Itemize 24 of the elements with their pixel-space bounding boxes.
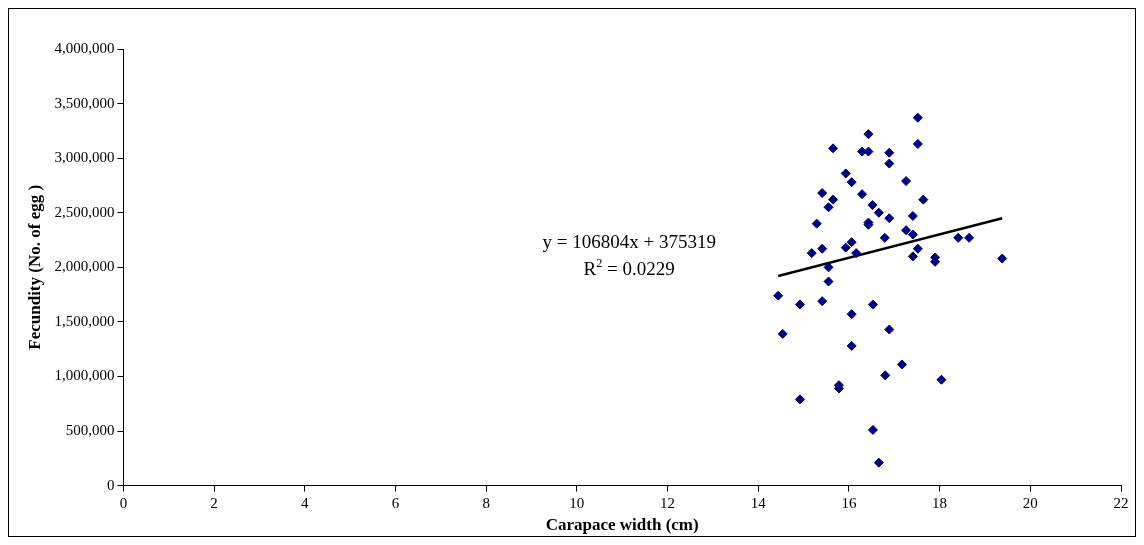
y-tick-label: 1,500,000 (54, 312, 115, 329)
y-tick-label: 3,500,000 (54, 94, 115, 111)
x-tick-label: 0 (119, 494, 128, 511)
x-tick-label: 12 (660, 494, 676, 511)
y-tick-label: 500,000 (65, 421, 115, 438)
y-axis-title: Fecundity (No. of egg ) (24, 184, 44, 350)
x-tick-label: 16 (841, 494, 857, 511)
y-tick-label: 0 (106, 476, 115, 493)
x-tick-label: 14 (750, 494, 767, 511)
x-tick-label: 18 (932, 494, 948, 511)
y-tick-label: 1,000,000 (54, 367, 115, 384)
x-tick-label: 10 (569, 494, 585, 511)
x-tick-label: 20 (1022, 494, 1038, 511)
y-tick-label: 2,000,000 (54, 258, 115, 275)
y-tick-label: 3,000,000 (54, 149, 115, 166)
x-tick-label: 8 (482, 494, 490, 511)
annotation: y = 106804x + 375319 (542, 230, 716, 252)
x-tick-label: 6 (391, 494, 400, 511)
y-tick-label: 4,000,000 (54, 39, 115, 56)
y-tick-label: 2,500,000 (54, 203, 115, 220)
x-tick-label: 22 (1113, 494, 1129, 511)
x-axis-title: Carapace width (cm) (545, 515, 699, 535)
x-tick-label: 4 (301, 494, 310, 511)
x-tick-label: 2 (210, 494, 218, 511)
